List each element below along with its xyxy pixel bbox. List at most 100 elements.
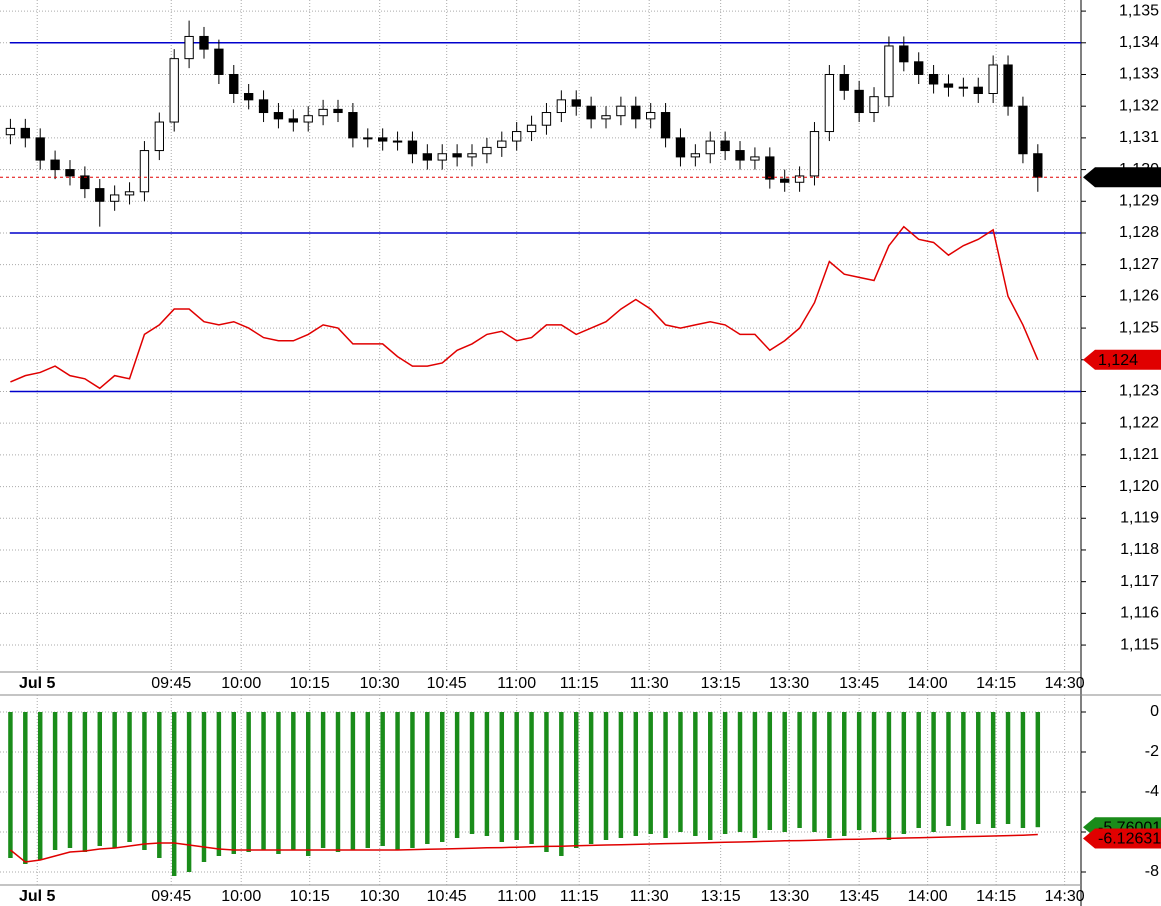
x-tick-label: 14:00: [908, 675, 948, 692]
bar: [767, 712, 773, 830]
candle-body: [303, 115, 313, 123]
overlay-line: [10, 225, 1039, 390]
x-tick-label: 14:30: [1045, 888, 1085, 905]
candle-body: [35, 137, 45, 161]
bar: [961, 712, 966, 830]
bar: [797, 712, 802, 828]
candle-body: [139, 150, 150, 193]
candle-body: [660, 112, 671, 139]
candle-body: [1018, 105, 1028, 155]
x-tick-label: 14:15: [976, 888, 1016, 905]
bar: [82, 712, 88, 852]
y-tick-label: 1,126: [1119, 288, 1159, 305]
candle-body: [169, 58, 179, 123]
y-tick-label: 1,119: [1120, 509, 1159, 526]
candle-body: [943, 83, 954, 88]
bar: [23, 712, 28, 864]
candle-body: [884, 45, 894, 98]
x-tick-label: 13:30: [769, 675, 809, 692]
bar: [350, 712, 356, 850]
bar: [246, 712, 251, 852]
y-tick-label: 1,117: [1120, 573, 1159, 590]
candle-body: [780, 178, 790, 183]
candle-body: [467, 153, 477, 158]
candle-body: [437, 153, 447, 161]
candle-body: [973, 86, 983, 95]
price-tag-label: -6.12631: [1098, 831, 1161, 848]
bar: [901, 712, 907, 834]
candle-body: [482, 146, 492, 155]
candle-body: [184, 35, 194, 60]
y-tick-label: 1,125: [1119, 319, 1159, 336]
signal-line: [9, 833, 1038, 863]
bar: [261, 712, 266, 850]
candle-body: [586, 105, 596, 120]
y-tick-label: -4: [1145, 783, 1159, 800]
bar: [708, 712, 713, 840]
x-tick-label: 11:00: [497, 888, 536, 905]
candle-body: [824, 73, 835, 133]
y-tick-label: 1,133: [1119, 66, 1159, 83]
candle-body: [675, 137, 686, 158]
y-tick-label: 0: [1150, 703, 1159, 720]
x-tick-label: 10:15: [290, 675, 330, 692]
x-tick-label: 10:00: [221, 888, 261, 905]
bar: [365, 712, 371, 848]
y-tick-label: 1,121: [1119, 446, 1159, 463]
bar: [335, 712, 341, 852]
candle-body: [839, 73, 849, 91]
x-tick-label: 13:15: [701, 675, 741, 692]
candle-body: [214, 48, 224, 75]
candle-body: [958, 86, 969, 89]
price-tag-label: 1,129.76: [1098, 169, 1160, 186]
bar: [499, 712, 505, 842]
bar: [37, 712, 43, 860]
bar: [633, 712, 639, 836]
candle-body: [735, 150, 745, 161]
bar: [946, 712, 951, 826]
candle-body: [95, 188, 105, 202]
y-tick-label: -8: [1145, 863, 1159, 880]
candle-body: [273, 112, 284, 120]
bar: [886, 712, 892, 840]
candle-body: [452, 153, 462, 158]
x-tick-label: 11:15: [560, 675, 599, 692]
y-tick-label: 1,115: [1120, 636, 1159, 653]
candle-body: [809, 131, 820, 177]
bar: [916, 712, 921, 828]
bar: [812, 712, 817, 832]
bar: [171, 712, 177, 876]
bar: [931, 712, 936, 832]
bar: [722, 712, 728, 834]
bar: [67, 712, 73, 848]
candle-body: [348, 112, 358, 139]
bar: [201, 712, 207, 862]
bar: [1035, 712, 1041, 828]
x-tick-label: Jul 5: [19, 675, 56, 692]
candle-body: [288, 118, 298, 123]
bar: [529, 712, 534, 844]
y-tick-label: 1,132: [1119, 97, 1159, 114]
x-tick-label: 13:45: [839, 675, 879, 692]
x-tick-label: 13:45: [839, 888, 879, 905]
x-tick-label: 14:30: [1045, 675, 1085, 692]
bar: [380, 712, 385, 846]
price-tag-label: 1,124: [1098, 352, 1138, 369]
candle-body: [392, 140, 403, 143]
bar: [827, 712, 832, 838]
candle-body: [258, 99, 269, 114]
y-tick-label: 1,135: [1119, 2, 1159, 19]
candle-body: [80, 175, 90, 190]
candle-body: [616, 105, 626, 117]
bar: [186, 712, 192, 872]
candle-body: [363, 137, 373, 140]
bar: [320, 712, 326, 848]
candle-body: [899, 45, 909, 63]
bar: [990, 712, 996, 828]
bar: [618, 712, 624, 838]
x-tick-label: 14:15: [976, 675, 1016, 692]
candle-body: [988, 64, 998, 95]
x-tick-label: 09:45: [151, 675, 191, 692]
bar: [856, 712, 862, 830]
bar: [52, 712, 58, 850]
